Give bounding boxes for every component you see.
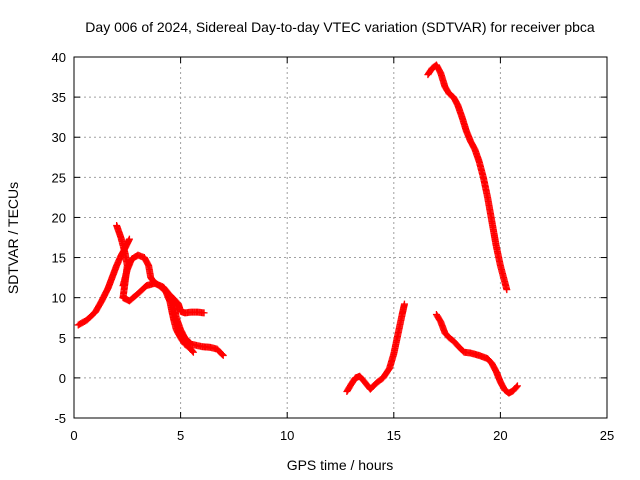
plot-frame: [73, 56, 608, 419]
data-point-marker: [400, 300, 408, 308]
x-axis-label: GPS time / hours: [287, 457, 394, 473]
x-tick-label: 20: [493, 428, 507, 443]
series-track-6: [424, 61, 511, 294]
data-point-marker: [513, 382, 521, 390]
x-tick-label: 10: [280, 428, 294, 443]
grid: [74, 57, 607, 418]
y-tick-label: 15: [52, 251, 66, 266]
x-tick-label: 25: [600, 428, 614, 443]
series-track-3: [119, 251, 197, 356]
y-tick-label: 30: [52, 130, 66, 145]
y-tick-label: 35: [52, 90, 66, 105]
y-tick-label: 40: [52, 50, 66, 65]
data-series: [74, 61, 521, 397]
y-tick-label: 20: [52, 210, 66, 225]
series-track-7: [432, 311, 521, 397]
x-tick-label: 15: [387, 428, 401, 443]
data-point-marker: [503, 286, 511, 294]
data-point-marker: [125, 235, 133, 243]
y-tick-label: 25: [52, 170, 66, 185]
y-tick-label: 0: [59, 371, 66, 386]
y-tick-label: 10: [52, 291, 66, 306]
series-track-5: [343, 300, 408, 396]
data-point-marker: [189, 347, 197, 355]
y-tick-label: -5: [54, 411, 66, 426]
chart-title: Day 006 of 2024, Sidereal Day-to-day VTE…: [85, 19, 595, 35]
y-axis-label: SDTVAR / TECUs: [5, 182, 21, 294]
data-point-marker: [219, 351, 227, 359]
series-track-4: [166, 291, 208, 317]
data-point-marker: [513, 383, 521, 391]
x-tick-label: 0: [70, 428, 77, 443]
data-point-marker: [189, 348, 197, 356]
y-tick-label: 5: [59, 331, 66, 346]
data-point-marker: [218, 351, 226, 359]
x-tick-label: 5: [177, 428, 184, 443]
x-tick-labels: 0 5 10 15 20 25: [70, 428, 614, 443]
y-tick-labels: -5 0 5 10 15 20 25 30 35 40: [52, 50, 66, 426]
data-point-marker: [200, 309, 208, 317]
axis-ticks: [73, 56, 608, 419]
